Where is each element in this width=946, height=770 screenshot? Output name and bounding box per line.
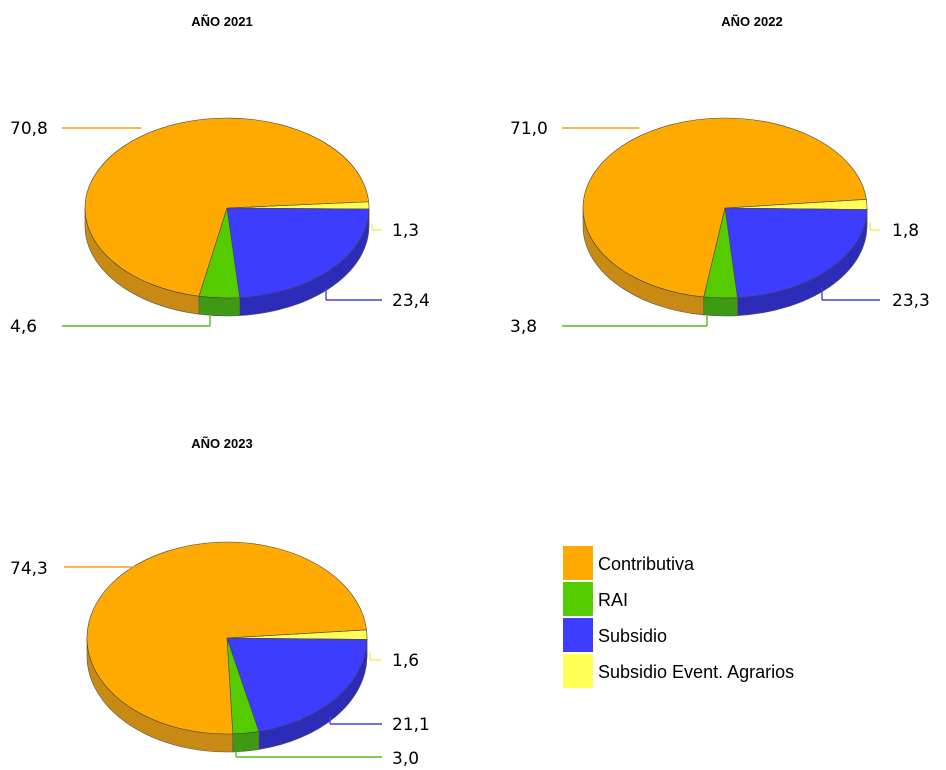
- legend-label-subsidio-event-agrarios: Subsidio Event. Agrarios: [598, 662, 794, 682]
- pie-slice-a-o-2023-contributiva: [86, 541, 367, 735]
- chart-title-2021: AÑO 2021: [191, 14, 252, 29]
- pie-side-a-o-2023-rai: [232, 731, 260, 753]
- legend-label-rai: RAI: [598, 590, 628, 610]
- value-label-a-o-2023-subsidio: 21,1: [392, 715, 430, 735]
- value-label-a-o-2023-subsidio-event-agrarios: 1,6: [392, 651, 419, 671]
- value-label-a-o-2023-contributiva: 74,3: [10, 559, 48, 579]
- chart-legend: Contributiva RAI Subsidio Subsidio Event…: [563, 546, 794, 688]
- pie-slice-a-o-2022-contributiva: [582, 117, 867, 298]
- value-label-a-o-2021-subsidio-event-agrarios: 1,3: [392, 221, 419, 241]
- pie-side-a-o-2022-rai: [703, 296, 738, 317]
- value-label-a-o-2021-rai: 4,6: [10, 317, 37, 337]
- legend-swatch-rai: [563, 582, 593, 616]
- chart-title-2023: AÑO 2023: [191, 436, 252, 451]
- value-label-a-o-2022-contributiva: 71,0: [510, 119, 548, 139]
- legend-swatch-contributiva: [563, 546, 593, 580]
- value-label-a-o-2021-subsidio: 23,4: [392, 291, 430, 311]
- pie-slice-a-o-2023-subsidio: [226, 637, 368, 732]
- pie-side-a-o-2021-rai: [198, 295, 241, 317]
- legend-label-contributiva: Contributiva: [598, 554, 695, 574]
- pie-chart-2021: AÑO 2021 70,8 4,6 23,4 1,3: [10, 14, 430, 337]
- pie-chart-2023: AÑO 2023 74,3 3,0 21,1 1,6: [10, 436, 430, 769]
- value-label-a-o-2023-rai: 3,0: [392, 749, 419, 769]
- value-label-a-o-2021-contributiva: 70,8: [10, 119, 48, 139]
- value-label-a-o-2022-subsidio: 23,3: [892, 291, 930, 311]
- pie-slice-a-o-2021-subsidio: [226, 207, 370, 298]
- pie-chart-2022: AÑO 2022 71,0 3,8 23,3 1,8: [510, 14, 930, 337]
- legend-label-subsidio: Subsidio: [598, 626, 667, 646]
- pie-slice-a-o-2021-contributiva: [84, 117, 369, 297]
- chart-title-2022: AÑO 2022: [721, 14, 782, 29]
- value-label-a-o-2022-rai: 3,8: [510, 317, 537, 337]
- value-label-a-o-2022-subsidio-event-agrarios: 1,8: [892, 221, 919, 241]
- legend-swatch-subsidio: [563, 618, 593, 652]
- legend-swatch-subsidio-event-agrarios: [563, 654, 593, 688]
- pie-slice-a-o-2022-subsidio: [724, 207, 868, 298]
